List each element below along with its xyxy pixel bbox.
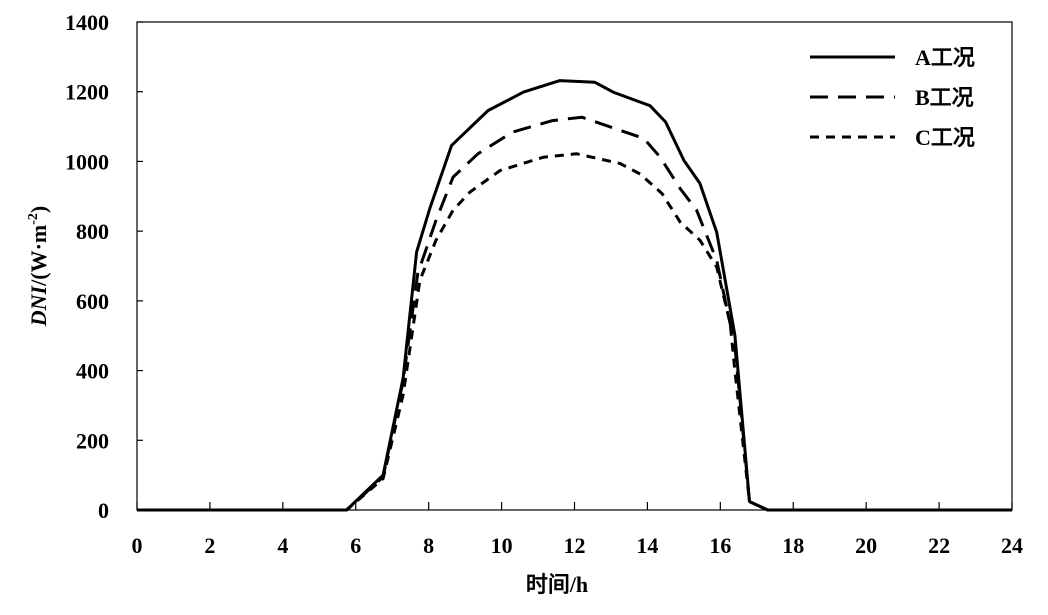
x-tick-label: 2 (204, 533, 215, 558)
x-tick-label: 18 (782, 533, 804, 558)
y-tick-label: 400 (76, 359, 109, 384)
x-tick-label: 12 (564, 533, 586, 558)
series-line-C工况 (137, 152, 1012, 512)
y-tick-label: 1000 (65, 149, 109, 174)
legend-label: A工况 (915, 45, 975, 70)
y-axis-label: DNI/(W·m-2) (26, 206, 51, 327)
y-tick-label: 200 (76, 428, 109, 453)
x-tick-label: 8 (423, 533, 434, 558)
x-tick-label: 10 (491, 533, 513, 558)
y-tick-label: 800 (76, 219, 109, 244)
x-tick-label: 0 (132, 533, 143, 558)
x-tick-label: 4 (277, 533, 288, 558)
series-line-A工况 (137, 79, 1012, 512)
x-tick-label: 22 (928, 533, 950, 558)
legend-label: C工况 (915, 125, 975, 150)
series-line-B工况 (137, 115, 1012, 512)
x-tick-label: 24 (1001, 533, 1023, 558)
x-tick-label: 14 (636, 533, 658, 558)
x-tick-label: 16 (709, 533, 731, 558)
y-tick-label: 1400 (65, 10, 109, 35)
x-tick-label: 20 (855, 533, 877, 558)
legend-label: B工况 (915, 85, 974, 110)
y-tick-label: 1200 (65, 80, 109, 105)
y-tick-label: 0 (98, 498, 109, 523)
x-axis-label: 时间/h (526, 572, 588, 597)
x-tick-label: 6 (350, 533, 361, 558)
y-tick-label: 600 (76, 289, 109, 314)
plot-area (136, 21, 1013, 511)
